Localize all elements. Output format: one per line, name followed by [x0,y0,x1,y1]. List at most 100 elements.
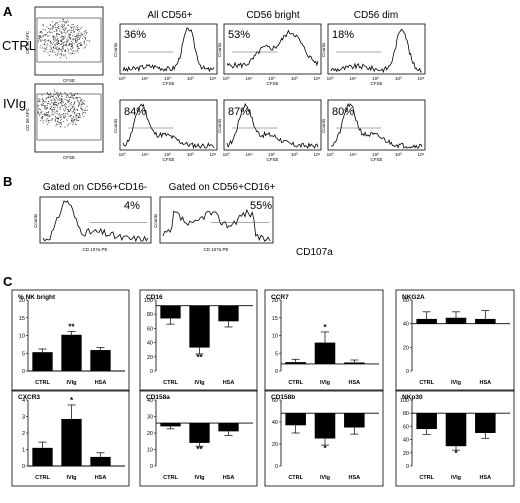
cell-dot [47,32,49,33]
cell-dot [42,99,43,101]
cell-dot [47,97,49,98]
cell-dot [41,104,43,106]
cell-dot [75,115,77,117]
cell-dot [63,19,64,21]
cell-dot [50,43,52,45]
cell-dot [61,39,63,41]
cell-dot [56,102,57,103]
cell-dot [74,119,76,121]
cell-dot [64,117,65,119]
histogram-xlabel: CFSE [162,157,174,162]
histogram-percent: 18% [332,29,354,41]
cell-dot [76,28,78,30]
cell-dot [85,38,87,40]
cell-dot [56,124,58,125]
cell-dot [62,114,64,116]
cell-dot [58,28,60,29]
cell-dot [70,109,71,111]
histogram-ctrl-dim: 18% 10⁰ 10¹ 10² 10³ 10⁴ CFSE Counts [321,23,426,86]
histogram-percent: 87% [228,106,250,118]
cell-dot [66,94,68,96]
cell-dot [61,54,63,56]
cell-dot [41,39,43,41]
cell-dot [43,39,45,41]
cell-dot [58,50,59,52]
cell-dot [73,119,75,121]
cell-dot [45,48,47,50]
y-tick-label: 40 [147,398,153,404]
dotplot-xlabel: CFSE [63,78,75,83]
cell-dot [59,21,61,23]
cell-dot [45,34,47,36]
cell-dot [57,111,58,113]
cell-dot [60,41,62,43]
y-tick-label: 0 [406,464,409,470]
cell-dot [59,122,61,123]
cell-dot [66,96,68,98]
cell-dot [53,37,54,39]
cell-dot [71,118,73,120]
cell-dot [78,100,80,102]
histogram-frame [119,23,218,75]
cell-dot [44,39,46,41]
cell-dot [69,111,70,112]
y-tick-label: 0 [275,464,278,470]
cell-dot [73,106,75,108]
bar-chart-nkp30: NKp30 0 20 40 60 80 100 CTRL * IVIg HSA [395,389,515,487]
cell-dot [44,50,46,52]
cell-dot [79,36,81,38]
cell-dot [72,42,73,44]
cell-dot [85,46,86,48]
cell-dot [81,99,83,101]
cell-dot [55,117,57,119]
cell-dot [86,40,88,41]
cell-dot [68,123,69,125]
cell-dot [68,44,70,46]
cell-dot [75,36,77,38]
cell-dot [62,27,64,29]
cell-dot [62,27,64,28]
cell-dot [58,42,60,44]
cell-dot [58,123,60,125]
cell-dot [67,113,69,115]
cell-dot [46,115,48,116]
histogram-tick-label: 10⁴ [210,152,217,157]
cell-dot [71,45,73,47]
cell-dot [45,114,47,116]
cell-dot [76,97,78,99]
cell-dot [46,47,48,49]
cell-dot [78,103,80,105]
histogram-cd107a-cd16neg: 4% Counts [33,196,152,244]
y-tick-label: 20 [403,345,409,351]
cell-dot [83,40,85,42]
cell-dot [55,115,56,117]
y-tick-label: 10 [272,334,278,340]
cell-dot [42,105,44,106]
cell-dot [44,101,46,103]
chart-title: NKp30 [402,394,423,401]
histogram-tick-label: 10⁰ [223,152,230,157]
histogram-tick-label: 10⁰ [119,152,126,157]
category-label: IVIg [320,380,330,386]
cell-dot [67,19,69,21]
cell-dot [57,118,58,120]
cell-dot [39,113,41,115]
y-tick-label: 40 [272,420,278,426]
y-tick-label: 10 [147,448,153,454]
cell-dot [69,29,71,31]
histogram-tick-label: 10⁴ [418,76,425,81]
cell-dot [55,28,57,30]
cell-dot [57,121,58,123]
cell-dot [72,121,73,123]
cell-dot [63,113,64,114]
cell-dot [51,51,53,53]
cell-dot [49,92,51,94]
cell-dot [44,108,46,109]
cell-dot [59,109,61,110]
cell-dot [75,50,77,52]
cell-dot [74,35,76,37]
category-label: IVIg [451,475,461,481]
cell-dot [54,106,56,108]
cell-dot [57,104,59,106]
cell-dot [54,101,56,103]
